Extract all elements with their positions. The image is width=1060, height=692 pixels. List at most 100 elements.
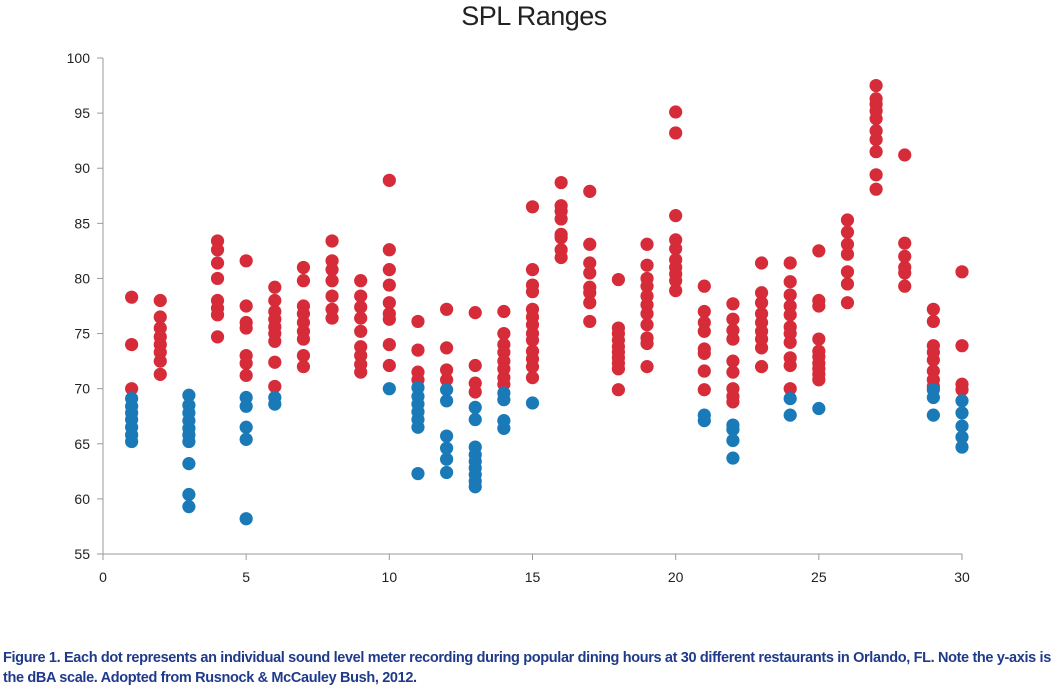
y-axis-ticks: 55 60 65 70 75 80 85 90 95 100 bbox=[67, 50, 103, 562]
red-data-point bbox=[611, 362, 626, 376]
red-data-point bbox=[812, 373, 826, 387]
red-data-point bbox=[296, 332, 311, 346]
red-data-point bbox=[354, 324, 368, 338]
blue-data-point bbox=[955, 440, 969, 454]
red-data-point bbox=[325, 274, 339, 288]
red-data-point bbox=[354, 311, 368, 325]
y-tick-label: 55 bbox=[74, 546, 90, 562]
blue-data-point bbox=[955, 406, 969, 420]
red-data-point bbox=[268, 280, 282, 294]
red-data-point bbox=[869, 132, 883, 147]
red-data-point bbox=[955, 383, 969, 397]
red-data-point bbox=[669, 209, 683, 223]
red-data-point bbox=[210, 330, 225, 344]
y-tick-label: 80 bbox=[74, 270, 90, 286]
blue-data-point bbox=[525, 396, 540, 410]
red-data-point bbox=[583, 286, 597, 300]
red-data-point bbox=[754, 256, 769, 270]
red-data-point bbox=[153, 367, 167, 381]
red-data-point bbox=[898, 148, 912, 162]
blue-data-point bbox=[239, 399, 253, 413]
red-data-point bbox=[382, 358, 396, 373]
blue-data-point bbox=[926, 390, 940, 405]
red-data-point bbox=[754, 296, 769, 310]
red-data-point bbox=[926, 314, 940, 329]
red-data-point bbox=[239, 299, 253, 313]
blue-data-point bbox=[239, 420, 253, 434]
red-data-point bbox=[783, 275, 797, 289]
red-data-point bbox=[726, 365, 740, 379]
red-data-point bbox=[697, 304, 711, 319]
red-data-point bbox=[525, 263, 540, 277]
red-data-point bbox=[468, 306, 482, 320]
red-data-point bbox=[153, 354, 167, 368]
red-data-point bbox=[840, 296, 855, 310]
red-data-point bbox=[840, 277, 855, 291]
red-data-point bbox=[525, 285, 540, 299]
red-data-point bbox=[382, 263, 396, 277]
red-data-point bbox=[268, 355, 282, 369]
red-data-point bbox=[640, 360, 654, 374]
blue-data-point bbox=[497, 421, 511, 435]
red-data-point bbox=[898, 249, 912, 263]
blue-data-point bbox=[182, 388, 196, 402]
red-data-point bbox=[640, 237, 654, 251]
blue-data-point bbox=[440, 394, 454, 408]
red-data-point bbox=[640, 258, 654, 272]
red-data-point bbox=[583, 296, 597, 310]
scatter-chart: 55 60 65 70 75 80 85 90 95 100 0 5 10 15 20 25 30 bbox=[67, 50, 970, 585]
blue-data-point bbox=[955, 394, 969, 408]
blue-data-point bbox=[697, 414, 711, 428]
blue-data-point bbox=[440, 429, 454, 443]
red-data-point bbox=[411, 314, 425, 329]
red-data-point bbox=[583, 266, 597, 280]
red-data-point bbox=[440, 341, 454, 355]
red-data-point bbox=[611, 272, 626, 287]
red-data-point bbox=[411, 343, 425, 357]
red-data-point bbox=[296, 360, 311, 374]
red-data-point bbox=[354, 274, 368, 288]
y-tick-label: 95 bbox=[74, 105, 90, 121]
red-data-point bbox=[640, 318, 654, 332]
blue-data-point bbox=[726, 433, 740, 448]
red-data-point bbox=[210, 308, 225, 322]
red-data-point bbox=[726, 354, 740, 368]
red-data-point bbox=[783, 288, 797, 302]
blue-data-point bbox=[411, 466, 425, 481]
red-data-point bbox=[898, 279, 912, 293]
red-data-point bbox=[583, 314, 597, 329]
y-tick-label: 70 bbox=[74, 381, 90, 397]
red-data-point bbox=[125, 382, 139, 396]
x-tick-label: 25 bbox=[811, 569, 827, 585]
y-tick-label: 85 bbox=[74, 215, 90, 231]
blue-data-point bbox=[182, 434, 196, 449]
red-data-point bbox=[869, 78, 883, 93]
x-tick-label: 15 bbox=[525, 569, 541, 585]
red-data-point bbox=[268, 334, 282, 348]
red-data-point bbox=[382, 296, 396, 310]
red-data-point bbox=[726, 332, 740, 346]
red-data-point bbox=[840, 237, 855, 251]
red-data-point bbox=[125, 337, 139, 352]
red-data-point bbox=[354, 300, 368, 314]
red-data-point bbox=[525, 200, 540, 214]
blue-data-point bbox=[726, 451, 740, 465]
red-data-point bbox=[783, 335, 797, 349]
blue-data-point bbox=[182, 500, 196, 514]
blue-data-point bbox=[182, 457, 196, 471]
red-data-point bbox=[697, 364, 711, 378]
x-tick-label: 20 bbox=[668, 569, 684, 585]
blue-data-point bbox=[783, 391, 797, 406]
red-data-point bbox=[239, 368, 253, 383]
x-tick-label: 0 bbox=[99, 569, 107, 585]
blue-data-point bbox=[955, 419, 969, 433]
red-data-point bbox=[210, 256, 225, 270]
red-data-point bbox=[125, 290, 139, 304]
y-tick-label: 100 bbox=[67, 50, 91, 66]
blue-data-point bbox=[926, 408, 940, 422]
blue-data-point bbox=[468, 480, 482, 494]
blue-data-point bbox=[268, 397, 282, 411]
blue-data-point bbox=[182, 487, 196, 502]
blue-data-point bbox=[497, 393, 511, 407]
red-data-point bbox=[325, 263, 339, 277]
